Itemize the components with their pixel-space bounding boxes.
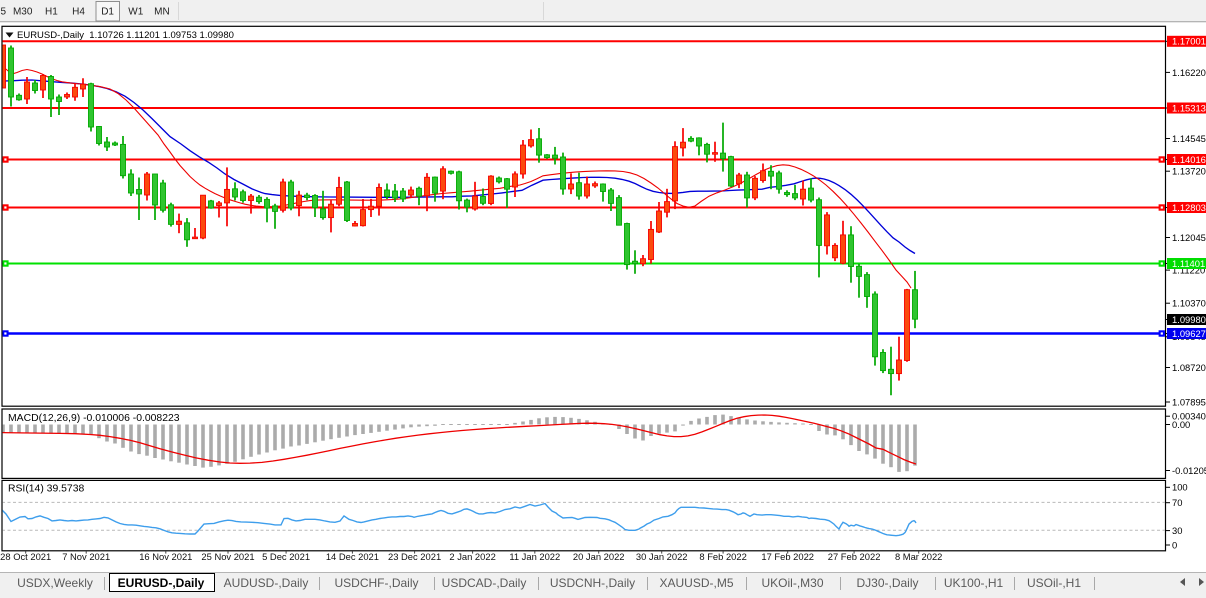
svg-text:8 Feb 2022: 8 Feb 2022 xyxy=(699,551,746,562)
svg-text:23 Dec 2021: 23 Dec 2021 xyxy=(388,551,441,562)
svg-text:1.07895: 1.07895 xyxy=(1172,396,1206,407)
svg-text:1.17001: 1.17001 xyxy=(1172,36,1206,47)
svg-text:1.11401: 1.11401 xyxy=(1172,258,1205,269)
svg-text:30: 30 xyxy=(1172,525,1182,536)
svg-text:0.0034088: 0.0034088 xyxy=(1172,411,1206,422)
svg-text:5: 5 xyxy=(1,7,7,18)
svg-text:1.11220: 1.11220 xyxy=(1172,265,1205,276)
svg-text:8 Mar 2022: 8 Mar 2022 xyxy=(895,551,942,562)
svg-text:30 Jan 2022: 30 Jan 2022 xyxy=(636,551,688,562)
svg-text:1.09627: 1.09627 xyxy=(1172,328,1206,339)
svg-text:EURUSD-,Daily 1.10726 1.11201: EURUSD-,Daily 1.10726 1.11201 1.09753 1.… xyxy=(17,30,234,41)
svg-text:14 Dec 2021: 14 Dec 2021 xyxy=(326,551,379,562)
svg-text:5 Dec 2021: 5 Dec 2021 xyxy=(262,551,310,562)
svg-text:1.10370: 1.10370 xyxy=(1172,298,1206,309)
svg-text:17 Feb 2022: 17 Feb 2022 xyxy=(761,551,814,562)
svg-text:MACD(12,26,9) -0.010006 -0.008: MACD(12,26,9) -0.010006 -0.008223 xyxy=(8,413,180,424)
svg-text:11 Jan 2022: 11 Jan 2022 xyxy=(509,551,560,562)
svg-text:-0.0120588: -0.0120588 xyxy=(1172,465,1206,476)
svg-text:1.14016: 1.14016 xyxy=(1172,154,1206,165)
svg-text:20 Jan 2022: 20 Jan 2022 xyxy=(573,551,625,562)
svg-text:1.13720: 1.13720 xyxy=(1172,166,1206,177)
svg-text:H1: H1 xyxy=(45,7,58,18)
svg-text:W1: W1 xyxy=(128,7,143,18)
svg-text:1.12045: 1.12045 xyxy=(1172,232,1206,243)
svg-text:25 Nov 2021: 25 Nov 2021 xyxy=(201,551,254,562)
svg-text:1.08720: 1.08720 xyxy=(1172,362,1206,373)
svg-text:1.14545: 1.14545 xyxy=(1172,133,1206,144)
svg-text:7 Nov 2021: 7 Nov 2021 xyxy=(62,551,110,562)
svg-text:RSI(14) 39.5738: RSI(14) 39.5738 xyxy=(8,483,84,494)
svg-text:1.16220: 1.16220 xyxy=(1172,67,1206,78)
svg-text:M30: M30 xyxy=(13,7,33,18)
svg-text:H4: H4 xyxy=(72,7,85,18)
svg-text:16 Nov 2021: 16 Nov 2021 xyxy=(139,551,192,562)
svg-text:0: 0 xyxy=(1172,539,1177,550)
svg-text:1.09980: 1.09980 xyxy=(1172,314,1206,325)
svg-text:100: 100 xyxy=(1172,482,1188,493)
svg-text:1.15313: 1.15313 xyxy=(1172,102,1206,113)
svg-text:2 Jan 2022: 2 Jan 2022 xyxy=(449,551,495,562)
svg-text:27 Feb 2022: 27 Feb 2022 xyxy=(828,551,881,562)
svg-text:28 Oct 2021: 28 Oct 2021 xyxy=(0,551,51,562)
svg-text:0.00: 0.00 xyxy=(1172,419,1190,430)
svg-text:D1: D1 xyxy=(101,7,114,18)
svg-text:MN: MN xyxy=(154,7,170,18)
svg-text:70: 70 xyxy=(1172,497,1182,508)
svg-text:1.12803: 1.12803 xyxy=(1172,202,1206,213)
